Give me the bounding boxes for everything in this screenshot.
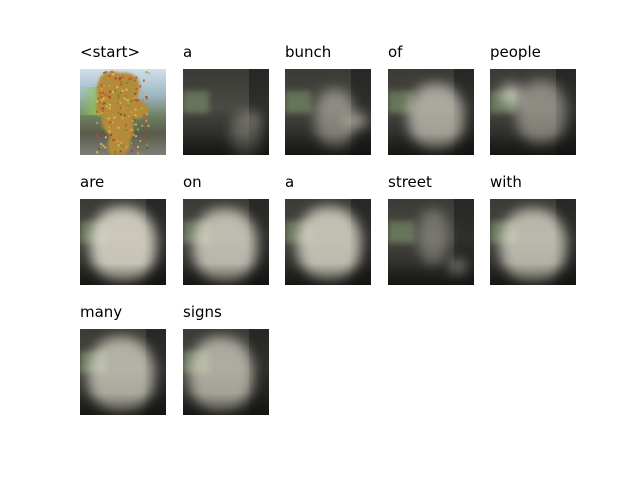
attention-map	[183, 199, 269, 285]
attention-cell: people	[490, 43, 576, 163]
attention-cell: many	[80, 303, 166, 423]
attention-cell: signs	[183, 303, 269, 423]
attention-highlight	[500, 84, 522, 106]
attention-cell: are	[80, 173, 166, 293]
subject-figure	[95, 71, 150, 155]
word-label: many	[80, 303, 123, 321]
attention-map	[285, 69, 371, 155]
word-label: <start>	[80, 43, 141, 61]
attention-map	[490, 199, 576, 285]
attention-cell: of	[388, 43, 474, 163]
attention-map	[285, 199, 371, 285]
original-image	[80, 69, 166, 155]
attention-highlight	[345, 114, 369, 128]
attention-cell: a	[183, 43, 269, 163]
attention-map	[388, 199, 474, 285]
word-label: signs	[183, 303, 222, 321]
word-label: on	[183, 173, 202, 191]
attention-map	[388, 69, 474, 155]
attention-map	[80, 329, 166, 415]
word-label: bunch	[285, 43, 332, 61]
word-label: with	[490, 173, 522, 191]
word-label: of	[388, 43, 403, 61]
attention-cell: with	[490, 173, 576, 293]
word-label: people	[490, 43, 541, 61]
attention-map	[183, 329, 269, 415]
attention-cell: <start>	[80, 43, 166, 163]
word-label: are	[80, 173, 105, 191]
attention-highlight	[251, 114, 261, 124]
word-label: street	[388, 173, 432, 191]
attention-cell: on	[183, 173, 269, 293]
word-label: a	[285, 173, 295, 191]
attention-cell: a	[285, 173, 371, 293]
attention-map	[80, 199, 166, 285]
attention-map	[183, 69, 269, 155]
attention-highlight	[418, 209, 448, 265]
word-label: a	[183, 43, 193, 61]
attention-map	[490, 69, 576, 155]
attention-cell: street	[388, 173, 474, 293]
attention-cell: bunch	[285, 43, 371, 163]
